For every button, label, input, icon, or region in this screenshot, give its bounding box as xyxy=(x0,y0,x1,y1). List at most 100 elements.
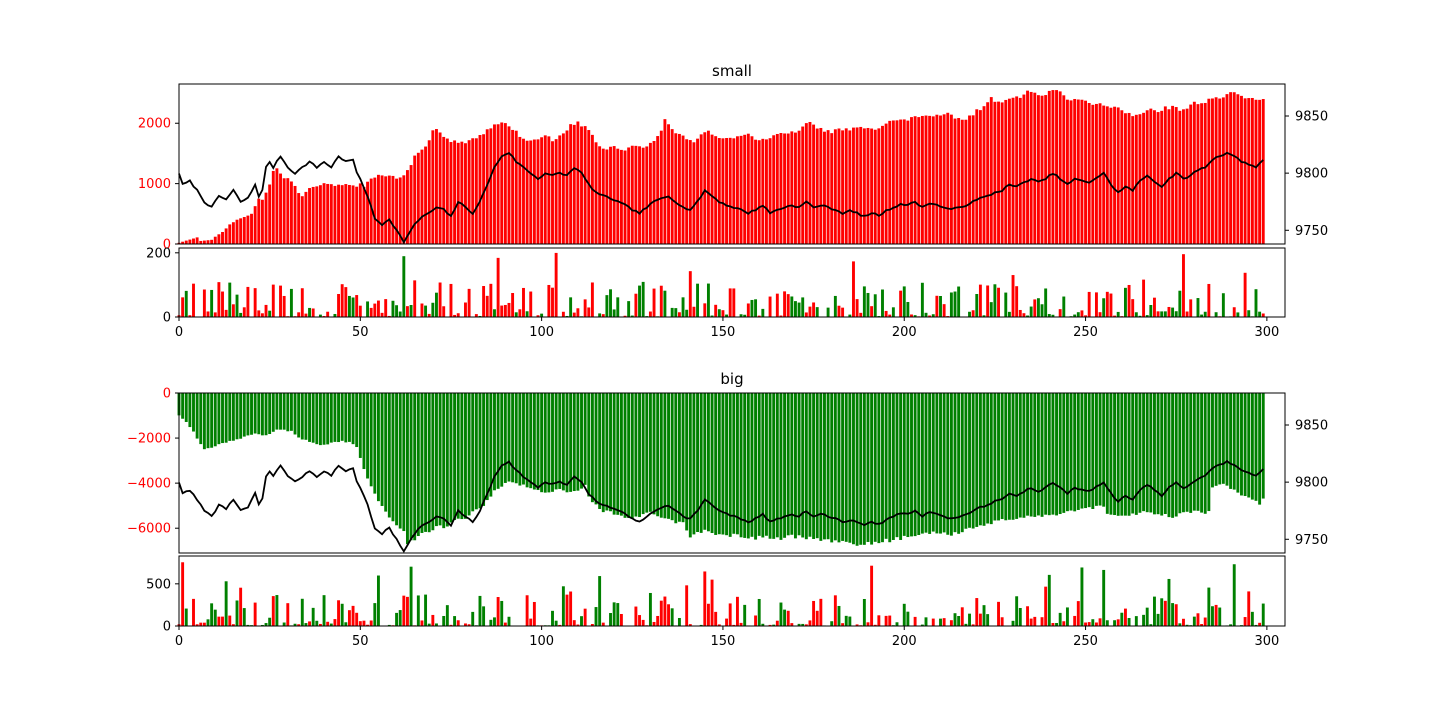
small-bar xyxy=(268,184,272,244)
small-volume-bar xyxy=(260,313,264,317)
big-bar xyxy=(250,393,253,435)
small-bar xyxy=(891,120,895,244)
big-bar xyxy=(765,393,768,536)
big-bar xyxy=(982,393,986,526)
small-volume-bar xyxy=(1145,315,1149,317)
big-bar xyxy=(862,393,866,545)
big-bar xyxy=(605,393,609,511)
small-volume-bar xyxy=(1247,310,1251,317)
small-volume-bar xyxy=(1185,311,1189,317)
big-bar xyxy=(587,393,591,497)
big-bar xyxy=(1138,393,1142,513)
small-bar xyxy=(942,114,946,244)
big-bar xyxy=(725,393,729,536)
small-bar xyxy=(1102,105,1106,244)
small-bar xyxy=(1124,113,1127,244)
small-volume-bar xyxy=(351,297,355,317)
small-volume-bar xyxy=(424,305,428,317)
small-volume-bar xyxy=(692,306,696,317)
big-volume-bar xyxy=(884,615,888,626)
small-volume-bar xyxy=(1015,286,1019,317)
small-volume-bar xyxy=(500,305,504,317)
big-volume-bar xyxy=(888,615,892,626)
big-volume-bar xyxy=(445,605,449,626)
big-bar xyxy=(500,393,504,487)
big-volume-bar xyxy=(953,613,957,626)
big-volume-bar xyxy=(685,585,689,626)
small-bar xyxy=(775,133,779,244)
big-bar xyxy=(373,393,377,494)
big-volume-bar xyxy=(739,622,743,626)
small-volume-bar xyxy=(706,283,710,317)
big-bar xyxy=(493,393,496,491)
big-volume-bar xyxy=(837,605,841,626)
small-volume-bar xyxy=(841,307,845,317)
small-x-tick-label: 0 xyxy=(175,325,183,340)
big-volume-bar xyxy=(1250,611,1254,626)
big-bar xyxy=(1153,393,1156,515)
small-bar xyxy=(406,170,409,244)
small-bar xyxy=(884,123,888,244)
big-volume-bar xyxy=(326,621,330,626)
small-volume-bar xyxy=(906,301,910,317)
small-volume-bar xyxy=(696,283,699,317)
big-bar xyxy=(1189,393,1193,513)
small-volume-bar xyxy=(326,311,330,317)
big-volume-bar xyxy=(939,618,942,626)
big-volume-bar xyxy=(855,624,859,626)
big-bar xyxy=(511,393,515,483)
small-bar xyxy=(489,128,493,244)
big-volume-bar xyxy=(1214,604,1218,626)
big-volume-bar xyxy=(1091,619,1095,626)
small-bar xyxy=(949,114,953,244)
big-volume-bar xyxy=(493,617,496,626)
small-bar xyxy=(710,134,714,244)
big-volume-bar xyxy=(435,623,438,626)
big-bar xyxy=(384,393,388,512)
small-bar xyxy=(1145,110,1149,244)
big-bar xyxy=(558,393,562,489)
small-volume-bar xyxy=(406,306,409,317)
big-volume-bar xyxy=(924,617,928,626)
big-bar xyxy=(435,393,438,527)
small-bar xyxy=(1000,102,1004,244)
small-bar xyxy=(1254,99,1258,244)
big-volume-bar xyxy=(366,624,370,626)
big-volume-bar xyxy=(347,610,351,626)
big-bar xyxy=(464,393,467,519)
small-volume-bar xyxy=(710,315,714,317)
big-volume-bar xyxy=(554,620,558,626)
small-bar xyxy=(819,127,823,244)
small-volume-bar xyxy=(674,308,678,317)
big-bar xyxy=(721,393,725,535)
small-bar xyxy=(529,140,533,244)
small-bar xyxy=(1076,99,1080,245)
big-bar xyxy=(1094,393,1098,506)
big-bar xyxy=(271,393,275,432)
small-volume-bar xyxy=(569,297,573,317)
small-volume-bar xyxy=(1040,304,1044,317)
small-volume-bar xyxy=(228,282,232,317)
big-volume-bar xyxy=(717,624,721,626)
big-volume-bar xyxy=(768,624,772,626)
big-volume-bar xyxy=(902,603,906,626)
big-bar xyxy=(525,393,529,488)
small-bar xyxy=(1011,97,1015,245)
big-volume-bar xyxy=(1120,612,1124,626)
big-volume-bar xyxy=(260,624,264,626)
small-bar xyxy=(235,219,239,244)
small-bar xyxy=(837,128,841,244)
small-bar xyxy=(373,177,377,244)
big-bar xyxy=(1243,393,1247,497)
small-volume-bar xyxy=(271,284,275,317)
small-x-tick-label: 100 xyxy=(529,325,554,340)
big-bar xyxy=(808,393,812,537)
small-bar xyxy=(997,101,1000,244)
small-volume-bars xyxy=(177,252,1265,317)
big-volume-bar xyxy=(231,624,235,626)
small-bar xyxy=(772,135,776,244)
big-bar xyxy=(1000,393,1004,520)
small-bar xyxy=(304,191,308,244)
small-bar xyxy=(474,138,478,244)
big-bar xyxy=(282,393,286,430)
